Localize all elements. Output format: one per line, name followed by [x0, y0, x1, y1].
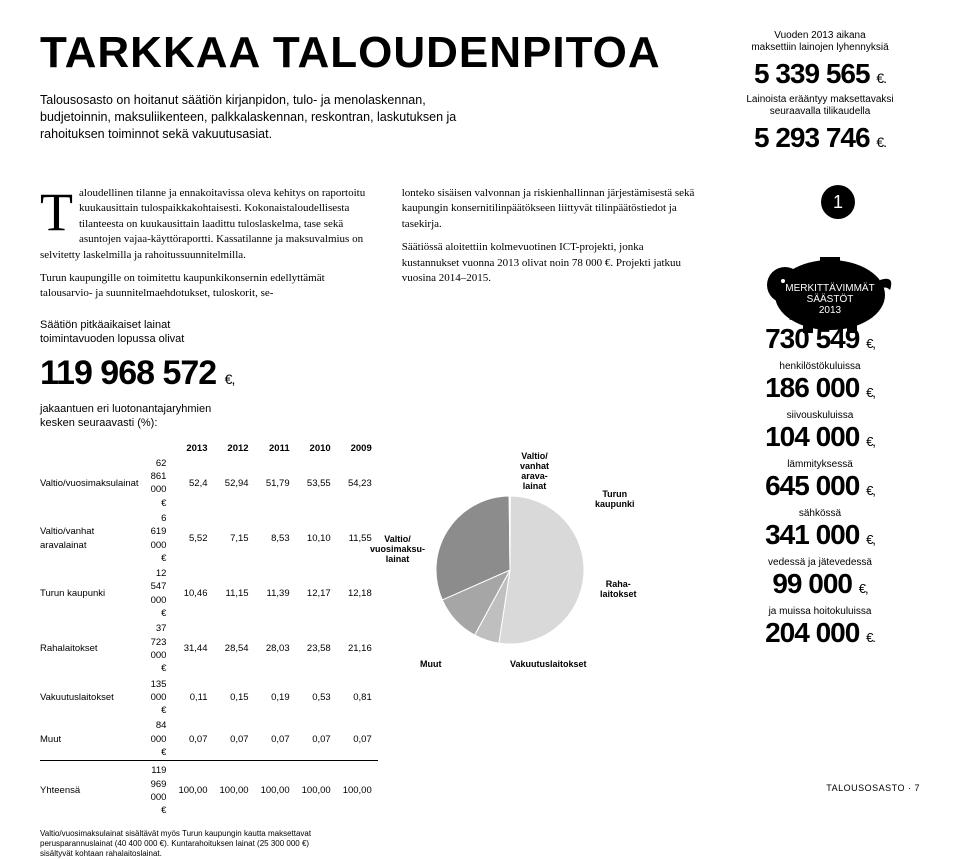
badge-1: 1 — [821, 185, 855, 219]
savings-value: 341 000 €, — [720, 519, 920, 551]
table-row: Valtio/vuosimaksulainat62 861 000 €52,45… — [40, 456, 378, 511]
pie-label: Valtio/ vuosimaksu- lainat — [370, 535, 425, 565]
savings-value: 99 000 €, — [720, 568, 920, 600]
tr-val2: 5 293 746 €. — [720, 122, 920, 154]
pie-label: Turun kaupunki — [595, 490, 635, 510]
pie-label: Vakuutuslaitokset — [510, 660, 587, 670]
table-row: Valtio/vanhat aravalainat6 619 000 €5,52… — [40, 511, 378, 566]
loans-footnote: Valtio/vuosimaksulainat sisältävät myös … — [40, 829, 320, 859]
loans-block: Säätiön pitkäaikaiset lainat toimintavuo… — [40, 318, 378, 859]
savings-label: vedessä ja jätevedessä — [720, 557, 920, 568]
piggy-bank-icon: MERKITTÄVIMMÄT SÄÄSTÖT 2013 — [740, 235, 920, 340]
pie-slice — [510, 496, 511, 570]
savings-value: 186 000 €, — [720, 372, 920, 404]
pie-chart: Valtio/ vuosimaksu- lainatValtio/ vanhat… — [400, 460, 660, 700]
body-col-left: Taloudellinen tilanne ja ennakoitavissa … — [40, 186, 378, 859]
table-row: Muut84 000 €0,070,070,070,070,07 — [40, 718, 378, 760]
pie-slice — [499, 496, 584, 644]
piggy-label-3: 2013 — [740, 305, 920, 316]
tr-line1: Vuoden 2013 aikana maksettiin lainojen l… — [720, 30, 920, 54]
tr-line2: Lainoista erääntyy maksettavaksi seuraav… — [720, 94, 920, 118]
pie-label: Raha- laitokset — [600, 580, 637, 600]
savings-list: Korkokuluissa730 549 €,henkilöstökuluiss… — [720, 306, 920, 859]
pie-label: Valtio/ vanhat arava- lainat — [520, 452, 549, 492]
table-row: Rahalaitokset37 723 000 €31,4428,5428,03… — [40, 621, 378, 676]
savings-label: siivouskuluissa — [720, 410, 920, 421]
savings-label: sähkössä — [720, 508, 920, 519]
pie-label: Muut — [420, 660, 442, 670]
piggy-label-2: SÄÄSTÖT — [740, 294, 920, 305]
table-row: Turun kaupunki12 547 000 €10,4611,1511,3… — [40, 566, 378, 621]
savings-value: 645 000 €, — [720, 470, 920, 502]
savings-label: lämmityksessä — [720, 459, 920, 470]
page-footer: TALOUSOSASTO · 7 — [826, 783, 920, 793]
savings-value: 204 000 €. — [720, 617, 920, 649]
top-right-figures: Vuoden 2013 aikana maksettiin lainojen l… — [720, 30, 920, 158]
savings-label: henkilöstökuluissa — [720, 361, 920, 372]
piggy-label-1: MERKITTÄVIMMÄT — [740, 283, 920, 294]
tr-val1: 5 339 565 €. — [720, 58, 920, 90]
savings-value: 104 000 €, — [720, 421, 920, 453]
intro-paragraph: Talousosasto on hoitanut säätiön kirjanp… — [40, 92, 460, 143]
loans-table: 20132012201120102009 Valtio/vuosimaksula… — [40, 441, 378, 819]
savings-label: ja muissa hoitokuluissa — [720, 606, 920, 617]
table-row: Vakuutuslaitokset135 000 €0,110,150,190,… — [40, 677, 378, 719]
page-title: TARKKAA TALOUDENPITOA — [40, 30, 720, 76]
